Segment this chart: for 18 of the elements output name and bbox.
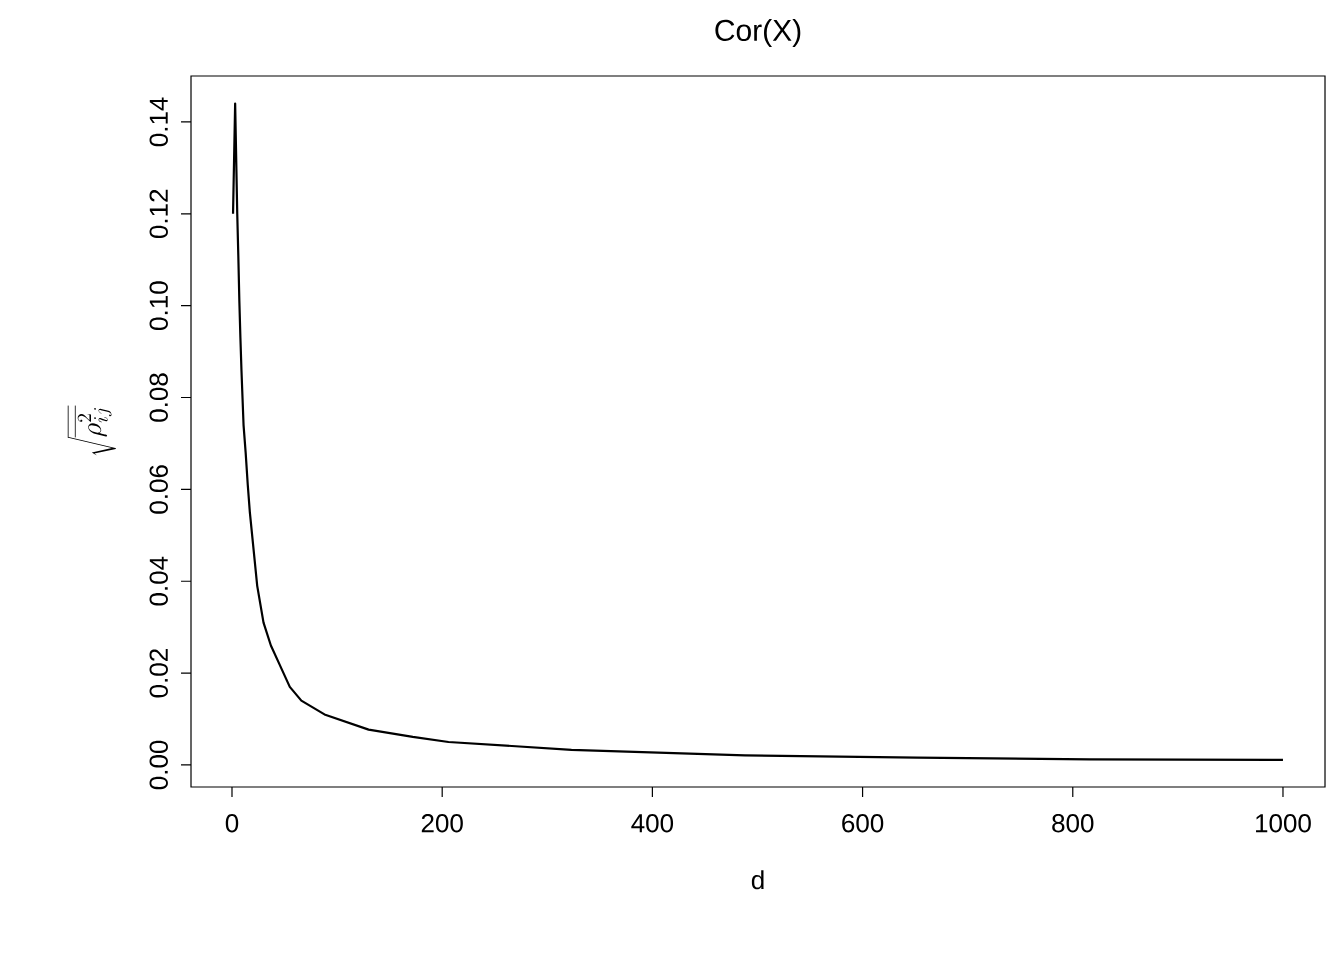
x-tick-label: 800: [1052, 814, 1094, 833]
x-tick-label: 0: [225, 814, 239, 833]
y-tick-label: 0.12: [149, 189, 168, 239]
y-tick-label: 0.02: [149, 649, 168, 698]
x-tick-label: 600: [842, 814, 884, 833]
y-tick-label: 0.10: [149, 281, 168, 330]
y-tick-label: 0.08: [149, 373, 168, 422]
y-axis-title: $\sqrt{\overline{\rho_{ij}^{2}}}$: [67, 405, 116, 456]
y-tick-label: 0.00: [149, 740, 168, 790]
x-tick-label: 200: [421, 814, 463, 833]
y-tick-label: 0.04: [149, 556, 168, 606]
x-tick-label: 1000: [1256, 814, 1311, 833]
y-tick-label: 0.14: [149, 97, 168, 147]
chart-title: Cor(X): [715, 18, 801, 47]
x-axis-title: d: [751, 870, 764, 890]
line-series: [231, 102, 1285, 761]
y-tick-label: 0.06: [149, 465, 168, 514]
x-tick-label: 400: [631, 814, 674, 833]
